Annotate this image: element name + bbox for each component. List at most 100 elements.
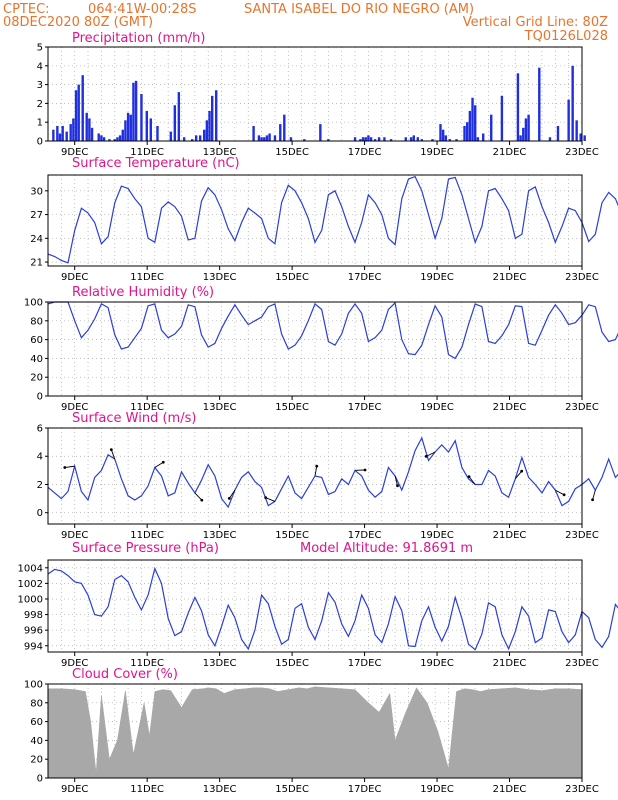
header-source: CPTEC: (3, 2, 50, 17)
y-tick-label: 4 (37, 452, 43, 463)
series-line-temperature (47, 175, 618, 264)
x-tick-label: 19DEC (420, 658, 454, 669)
precip-bar (471, 97, 474, 141)
precip-bar (455, 139, 458, 141)
x-tick-label: 9DEC (61, 402, 88, 413)
precip-bar (283, 114, 286, 141)
x-tick-label: 17DEC (348, 530, 382, 541)
precip-bar (100, 135, 103, 141)
y-tick-label: 80 (30, 698, 43, 709)
x-tick-label: 17DEC (348, 272, 382, 283)
y-tick-label: 0 (37, 137, 43, 148)
wind-arrow (154, 461, 164, 468)
precip-bar (490, 114, 493, 141)
precip-bar (571, 65, 574, 141)
wind-arrow-head (63, 466, 67, 469)
panel-frame (47, 301, 583, 397)
x-tick-label: 17DEC (348, 784, 382, 795)
y-tick-label: 20 (30, 755, 43, 766)
precip-bar (524, 118, 528, 141)
header-datetime: 08DEC2020 80Z (GMT) (3, 15, 153, 30)
precip-bar (145, 110, 148, 141)
panel-precipitation: Precipitation (mm/h) 0 1 2 3 4 5 9DEC 11DEC 13DEC… (37, 31, 599, 158)
y-tick-label: 80 (30, 316, 43, 327)
wind-arrow-head (227, 497, 231, 500)
precip-bar (132, 82, 135, 141)
x-tick-label: 13DEC (203, 147, 237, 158)
precip-bar (327, 139, 330, 141)
precip-bar (81, 75, 84, 141)
precip-bar (194, 135, 198, 141)
y-tick-label: 2 (37, 99, 43, 110)
wind-arrow-head (200, 498, 204, 502)
wind-arrow (314, 466, 318, 477)
precip-bar (465, 122, 469, 141)
panel-title-cloud-cover: Cloud Cover (%) (72, 667, 178, 682)
panel-frame (47, 559, 583, 653)
precip-bar (583, 135, 586, 141)
precip-bar (149, 118, 152, 141)
x-tick-label: 9DEC (61, 147, 88, 158)
x-tick-label: 21DEC (493, 784, 527, 795)
precip-bar (409, 137, 413, 141)
precip-bar (156, 125, 159, 141)
y-tick-label: 1000 (18, 594, 43, 605)
x-tick-label: 23DEC (565, 272, 599, 283)
x-tick-label: 21DEC (493, 658, 527, 669)
x-tick-label: 17DEC (348, 658, 382, 669)
x-tick-label: 23DEC (565, 784, 599, 795)
x-tick-label: 19DEC (420, 272, 454, 283)
precip-bar (579, 133, 582, 141)
x-tick-label: 15DEC (275, 784, 309, 795)
panel-frame (47, 46, 583, 142)
x-tick-label: 15DEC (275, 272, 309, 283)
precip-bar (404, 137, 407, 141)
wind-arrow (64, 465, 75, 468)
series-line-wind (47, 436, 618, 509)
y-tick-label: 998 (24, 610, 43, 621)
precip-bar (482, 133, 485, 141)
precip-bar (353, 137, 357, 141)
y-tick-label: 1 (37, 118, 43, 129)
x-tick-label: 13DEC (203, 784, 237, 795)
panel-temperature: Surface Temperature (nC) 21 24 27 30 9DEC 11DE… (30, 156, 618, 283)
precip-bar (124, 120, 127, 141)
y-tick-label: 40 (30, 736, 43, 747)
panel-annotation-pressure: Model Altitude: 91.8691 m (300, 541, 473, 556)
y-tick-label: 0 (37, 392, 43, 403)
y-tick-label: 996 (24, 626, 43, 637)
y-tick-label: 1004 (18, 563, 43, 574)
precip-bar (265, 135, 269, 141)
x-tick-label: 15DEC (275, 658, 309, 669)
x-tick-label: 23DEC (565, 147, 599, 158)
precip-bar (476, 137, 480, 141)
precip-bar (444, 135, 448, 141)
precip-bar (516, 73, 520, 141)
precip-bar (519, 135, 522, 141)
precip-bar (367, 135, 370, 141)
wind-arrow (468, 476, 476, 485)
wind-arrow-head (591, 498, 594, 502)
x-tick-label: 19DEC (420, 402, 454, 413)
precip-bar (567, 99, 570, 141)
x-tick-label: 23DEC (565, 658, 599, 669)
precip-bar (90, 127, 94, 141)
x-tick-label: 21DEC (493, 402, 527, 413)
precip-bar (383, 137, 386, 141)
x-tick-label: 15DEC (275, 402, 309, 413)
header-coordinates: 064:41W-00:28S (88, 2, 196, 17)
precip-bar (373, 139, 377, 141)
precip-bar (108, 139, 111, 141)
precip-bar (121, 129, 124, 141)
y-tick-label: 21 (30, 258, 43, 269)
cloud-cover-area (47, 686, 583, 779)
wind-arrow (394, 475, 398, 486)
precip-bar (177, 92, 181, 141)
wind-arrow (110, 449, 116, 460)
y-tick-label: 0 (37, 508, 43, 519)
precip-bar (85, 112, 88, 141)
header-station: SANTA ISABEL DO RIO NEGRO (AM) (244, 2, 474, 17)
wind-arrow (228, 489, 236, 499)
precip-bar (289, 137, 293, 141)
